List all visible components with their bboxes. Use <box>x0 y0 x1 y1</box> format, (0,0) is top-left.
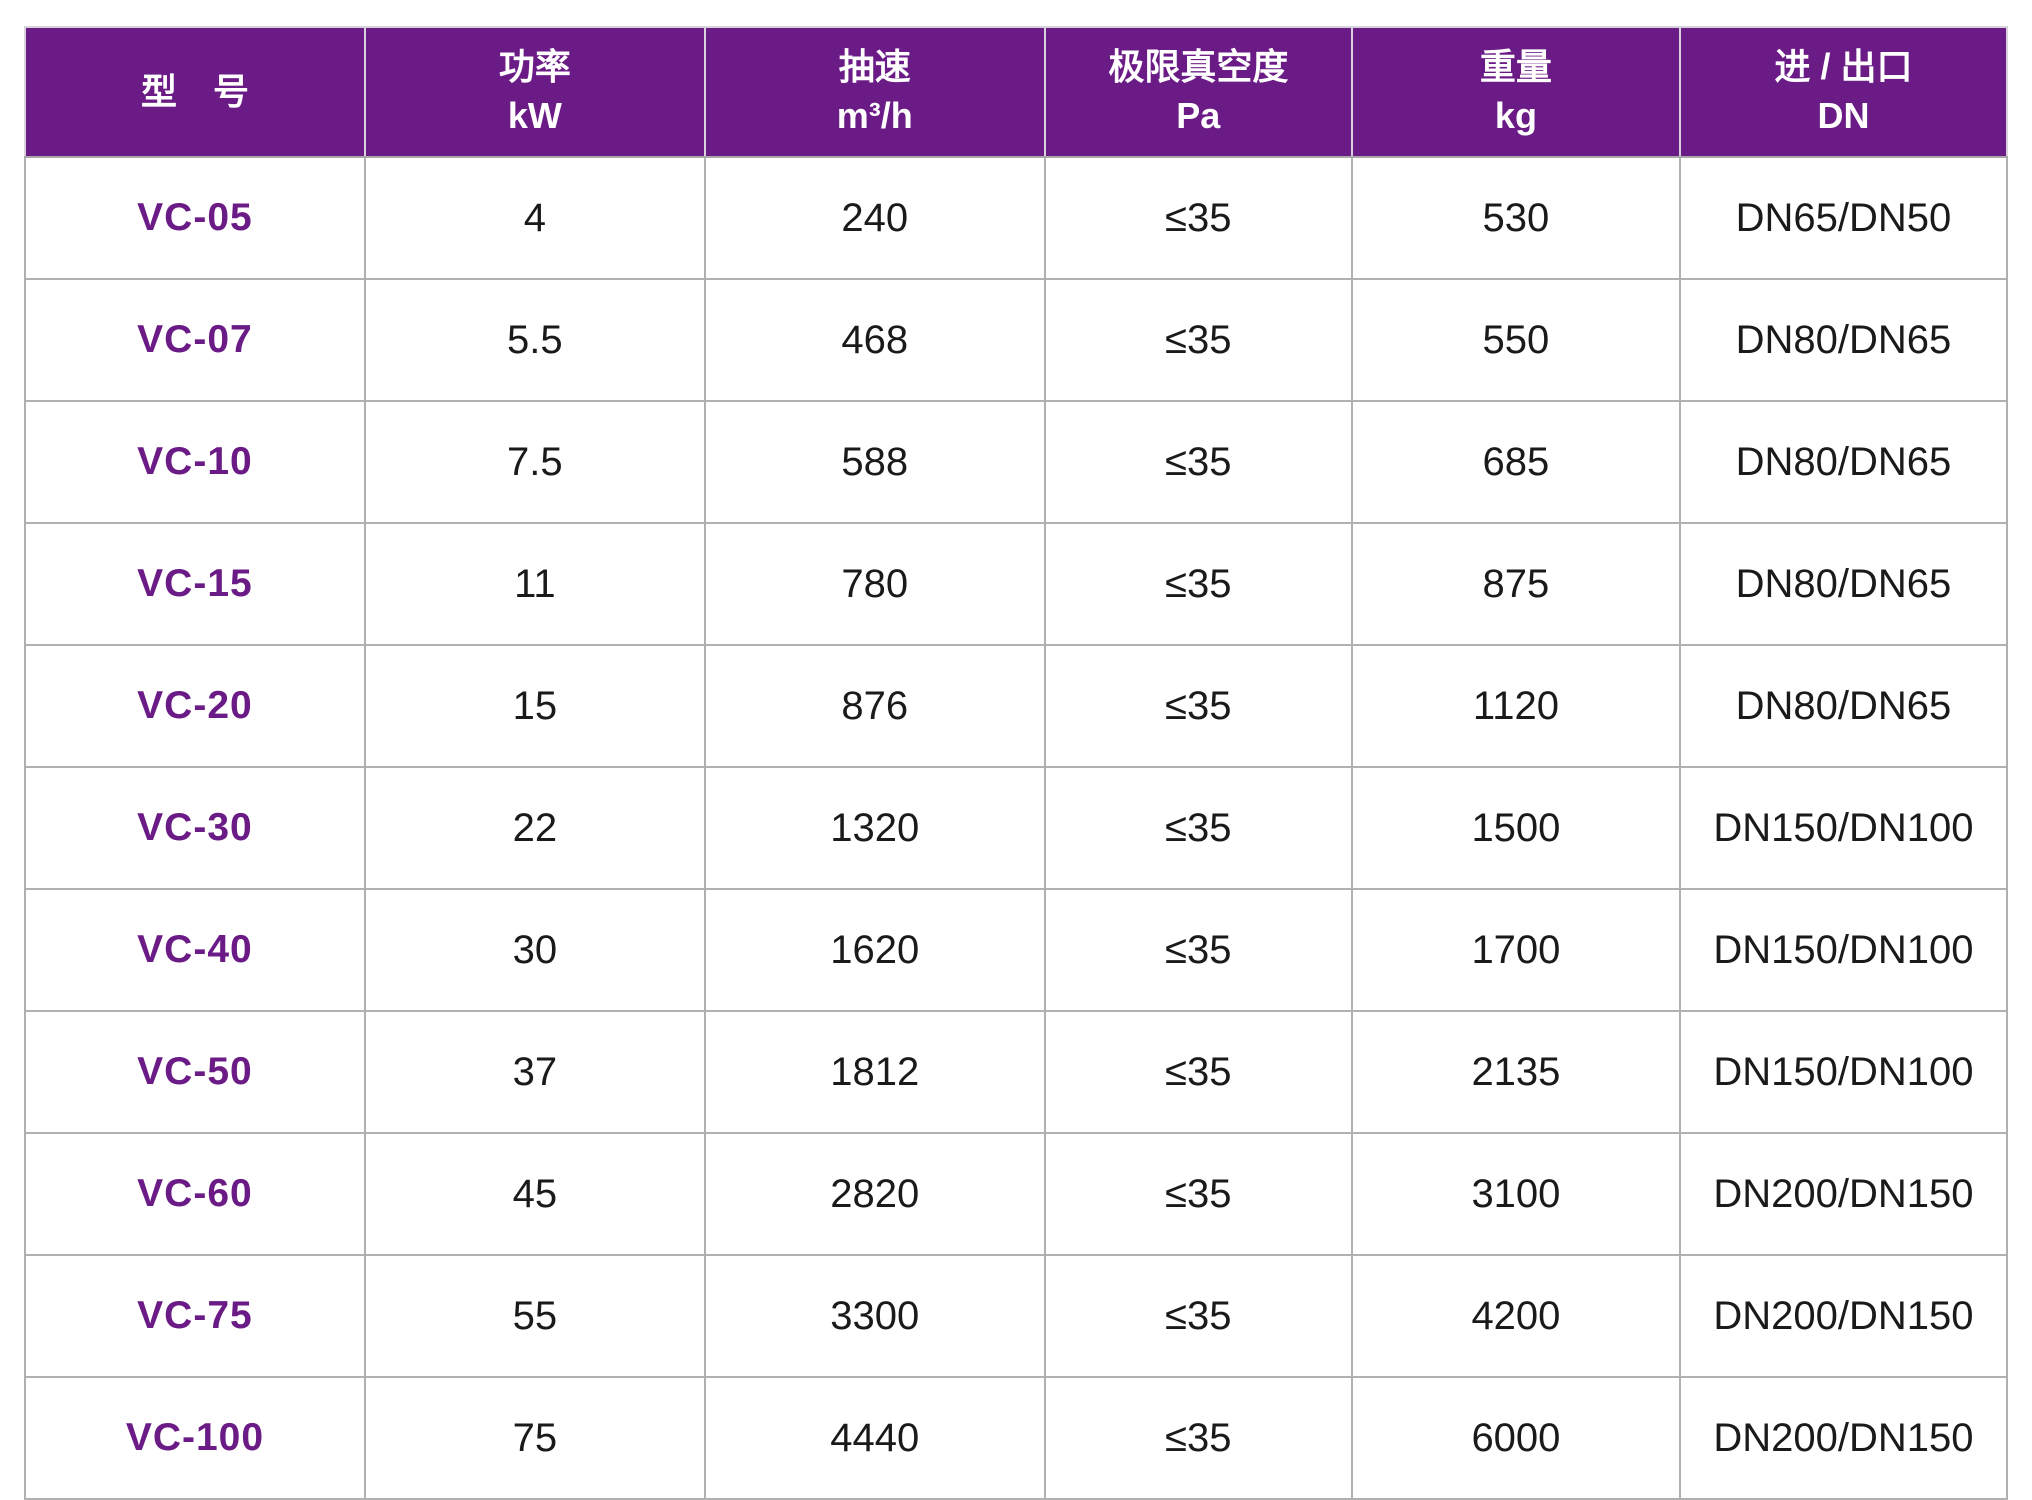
ultimate-vacuum-cell: ≤35 <box>1043 522 1353 646</box>
header-label: 型 号 <box>140 70 249 112</box>
ultimate-vacuum-cell: ≤35 <box>1043 156 1353 280</box>
power-cell: 55 <box>363 1254 706 1378</box>
inlet-outlet-cell: DN150/DN100 <box>1678 766 2009 890</box>
ultimate-vacuum-cell: ≤35 <box>1043 1010 1353 1134</box>
model-cell: VC-30 <box>24 766 366 890</box>
inlet-outlet-cell: DN80/DN65 <box>1678 278 2009 402</box>
vacuum-pump-spec-table: 型 号 功率 kW 抽速 m³/h 极限真空度 Pa 重量 kg <box>24 26 2009 1500</box>
pumping-speed-cell: 1320 <box>703 766 1046 890</box>
table-row: VC-100 75 4440 ≤35 6000 DN200/DN150 <box>24 1376 2009 1500</box>
header-unit: kg <box>1494 95 1537 136</box>
inlet-outlet-cell: DN200/DN150 <box>1678 1254 2009 1378</box>
weight-cell: 2135 <box>1350 1010 1681 1134</box>
table-row: VC-07 5.5 468 ≤35 550 DN80/DN65 <box>24 278 2009 402</box>
table-header: 型 号 功率 kW 抽速 m³/h 极限真空度 Pa 重量 kg <box>24 26 2009 158</box>
model-cell: VC-60 <box>24 1132 366 1256</box>
inlet-outlet-cell: DN80/DN65 <box>1678 400 2009 524</box>
weight-cell: 875 <box>1350 522 1681 646</box>
table-row: VC-30 22 1320 ≤35 1500 DN150/DN100 <box>24 766 2009 890</box>
pumping-speed-cell: 2820 <box>703 1132 1046 1256</box>
inlet-outlet-cell: DN65/DN50 <box>1678 156 2009 280</box>
inlet-outlet-cell: DN200/DN150 <box>1678 1376 2009 1500</box>
header-cell-model: 型 号 <box>24 26 366 158</box>
power-cell: 11 <box>363 522 706 646</box>
ultimate-vacuum-cell: ≤35 <box>1043 1132 1353 1256</box>
table-row: VC-40 30 1620 ≤35 1700 DN150/DN100 <box>24 888 2009 1012</box>
model-cell: VC-10 <box>24 400 366 524</box>
weight-cell: 6000 <box>1350 1376 1681 1500</box>
header-cell-ultimate-vacuum: 极限真空度 Pa <box>1043 26 1353 158</box>
model-cell: VC-05 <box>24 156 366 280</box>
model-cell: VC-20 <box>24 644 366 768</box>
pumping-speed-cell: 468 <box>703 278 1046 402</box>
pumping-speed-cell: 4440 <box>703 1376 1046 1500</box>
weight-cell: 3100 <box>1350 1132 1681 1256</box>
header-label: 抽速 <box>838 46 911 88</box>
weight-cell: 530 <box>1350 156 1681 280</box>
weight-cell: 550 <box>1350 278 1681 402</box>
header-cell-pumping-speed: 抽速 m³/h <box>703 26 1046 158</box>
table-body: VC-05 4 240 ≤35 530 DN65/DN50 VC-07 5.5 468 ≤35 55… <box>24 156 2009 1500</box>
ultimate-vacuum-cell: ≤35 <box>1043 1376 1353 1500</box>
header-unit: Pa <box>1176 95 1221 136</box>
weight-cell: 685 <box>1350 400 1681 524</box>
pumping-speed-cell: 1812 <box>703 1010 1046 1134</box>
header-unit: m³/h <box>836 95 913 136</box>
inlet-outlet-cell: DN150/DN100 <box>1678 888 2009 1012</box>
model-cell: VC-75 <box>24 1254 366 1378</box>
table-row: VC-05 4 240 ≤35 530 DN65/DN50 <box>24 156 2009 280</box>
inlet-outlet-cell: DN150/DN100 <box>1678 1010 2009 1134</box>
ultimate-vacuum-cell: ≤35 <box>1043 644 1353 768</box>
pumping-speed-cell: 588 <box>703 400 1046 524</box>
header-label: 进 / 出口 <box>1774 46 1913 88</box>
ultimate-vacuum-cell: ≤35 <box>1043 888 1353 1012</box>
pumping-speed-cell: 240 <box>703 156 1046 280</box>
inlet-outlet-cell: DN80/DN65 <box>1678 644 2009 768</box>
power-cell: 7.5 <box>363 400 706 524</box>
power-cell: 30 <box>363 888 706 1012</box>
power-cell: 75 <box>363 1376 706 1500</box>
power-cell: 15 <box>363 644 706 768</box>
inlet-outlet-cell: DN80/DN65 <box>1678 522 2009 646</box>
pumping-speed-cell: 3300 <box>703 1254 1046 1378</box>
power-cell: 4 <box>363 156 706 280</box>
weight-cell: 4200 <box>1350 1254 1681 1378</box>
model-cell: VC-07 <box>24 278 366 402</box>
header-unit: DN <box>1817 95 1870 136</box>
model-cell: VC-100 <box>24 1376 366 1500</box>
power-cell: 5.5 <box>363 278 706 402</box>
ultimate-vacuum-cell: ≤35 <box>1043 400 1353 524</box>
power-cell: 22 <box>363 766 706 890</box>
table-row: VC-15 11 780 ≤35 875 DN80/DN65 <box>24 522 2009 646</box>
ultimate-vacuum-cell: ≤35 <box>1043 1254 1353 1378</box>
table-row: VC-60 45 2820 ≤35 3100 DN200/DN150 <box>24 1132 2009 1256</box>
header-cell-weight: 重量 kg <box>1350 26 1681 158</box>
table-row: VC-50 37 1812 ≤35 2135 DN150/DN100 <box>24 1010 2009 1134</box>
ultimate-vacuum-cell: ≤35 <box>1043 766 1353 890</box>
header-cell-power: 功率 kW <box>363 26 706 158</box>
table-row: VC-75 55 3300 ≤35 4200 DN200/DN150 <box>24 1254 2009 1378</box>
header-row: 型 号 功率 kW 抽速 m³/h 极限真空度 Pa 重量 kg <box>24 26 2009 158</box>
header-unit: kW <box>507 95 562 136</box>
ultimate-vacuum-cell: ≤35 <box>1043 278 1353 402</box>
header-label: 重量 <box>1479 46 1552 88</box>
weight-cell: 1500 <box>1350 766 1681 890</box>
header-label: 极限真空度 <box>1108 46 1289 88</box>
power-cell: 37 <box>363 1010 706 1134</box>
table-row: VC-20 15 876 ≤35 1120 DN80/DN65 <box>24 644 2009 768</box>
pumping-speed-cell: 1620 <box>703 888 1046 1012</box>
model-cell: VC-50 <box>24 1010 366 1134</box>
power-cell: 45 <box>363 1132 706 1256</box>
weight-cell: 1700 <box>1350 888 1681 1012</box>
table-row: VC-10 7.5 588 ≤35 685 DN80/DN65 <box>24 400 2009 524</box>
inlet-outlet-cell: DN200/DN150 <box>1678 1132 2009 1256</box>
model-cell: VC-40 <box>24 888 366 1012</box>
model-cell: VC-15 <box>24 522 366 646</box>
weight-cell: 1120 <box>1350 644 1681 768</box>
pumping-speed-cell: 780 <box>703 522 1046 646</box>
header-cell-inlet-outlet: 进 / 出口 DN <box>1678 26 2009 158</box>
header-label: 功率 <box>498 46 571 88</box>
pumping-speed-cell: 876 <box>703 644 1046 768</box>
